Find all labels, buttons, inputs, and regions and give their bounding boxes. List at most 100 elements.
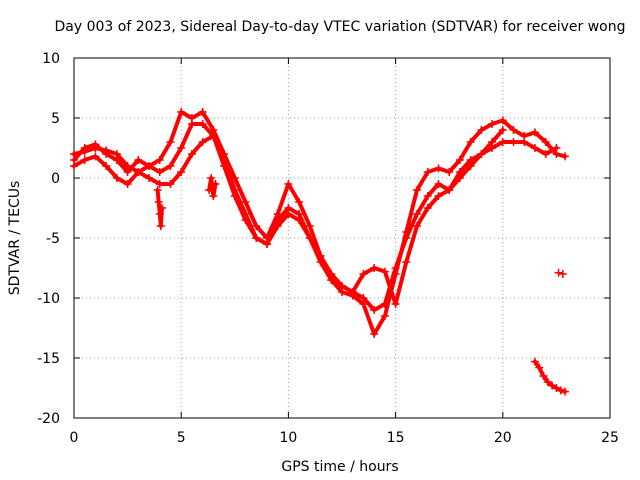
series-line <box>207 176 218 198</box>
data-point <box>423 168 432 176</box>
y-tick-label: -15 <box>37 351 60 367</box>
data-point <box>154 198 163 206</box>
data-point <box>558 270 567 278</box>
series-spike-4h <box>153 186 166 230</box>
data-point <box>552 384 561 392</box>
data-point <box>359 294 368 302</box>
data-point <box>520 138 529 146</box>
data-point <box>166 138 175 146</box>
data-point <box>252 234 261 242</box>
y-tick-label: -20 <box>37 411 60 427</box>
data-point <box>509 138 518 146</box>
data-point <box>177 168 186 176</box>
data-point <box>166 180 175 188</box>
data-point <box>535 363 544 372</box>
data-point <box>155 156 164 164</box>
data-point <box>402 234 411 242</box>
data-point <box>402 258 411 266</box>
data-point <box>380 312 389 320</box>
data-point <box>539 372 548 380</box>
data-point <box>445 168 454 176</box>
data-point <box>477 126 486 134</box>
data-point <box>488 138 497 146</box>
data-point <box>380 300 389 308</box>
y-tick-label: 10 <box>42 51 60 67</box>
y-tick-label: 5 <box>51 111 60 127</box>
data-point <box>541 150 550 158</box>
data-point <box>134 156 143 164</box>
data-point <box>207 174 216 182</box>
data-point <box>295 210 304 218</box>
y-axis-title: SDTVAR / TECUs <box>7 181 23 296</box>
x-tick-label: 5 <box>177 430 186 446</box>
data-point <box>230 186 239 194</box>
x-tick-label: 20 <box>494 430 512 446</box>
series-late-segment <box>530 357 569 396</box>
data-point <box>155 168 164 176</box>
data-point <box>198 138 207 146</box>
data-point <box>70 156 78 164</box>
data-point <box>211 180 220 188</box>
data-point <box>554 268 563 277</box>
data-point <box>273 216 282 224</box>
data-point <box>560 387 569 396</box>
data-point <box>423 192 432 200</box>
data-point <box>187 150 196 158</box>
data-point <box>488 120 497 128</box>
data-point <box>466 138 475 146</box>
data-point <box>455 174 464 182</box>
data-point <box>509 126 518 134</box>
x-tick-label: 0 <box>70 430 79 446</box>
data-point <box>434 180 443 188</box>
data-point <box>155 210 164 218</box>
data-point <box>391 300 400 308</box>
data-point <box>466 162 475 170</box>
data-point <box>112 174 121 182</box>
data-point <box>359 270 368 278</box>
data-point <box>134 168 143 176</box>
data-point <box>370 264 379 272</box>
data-point <box>252 222 261 230</box>
data-point <box>543 378 552 386</box>
y-tick-label: -5 <box>46 231 60 247</box>
data-point <box>91 140 100 149</box>
data-point <box>434 192 443 200</box>
data-point <box>338 282 346 290</box>
data-point <box>477 150 486 158</box>
data-point <box>145 174 154 182</box>
data-point <box>530 128 539 137</box>
data-point <box>305 222 314 230</box>
data-point <box>295 198 304 206</box>
x-axis-title: GPS time / hours <box>281 459 398 475</box>
data-point <box>370 330 379 338</box>
data-point <box>91 152 100 161</box>
data-point <box>530 357 539 366</box>
data-point <box>413 186 422 194</box>
x-tick-label: 25 <box>601 430 619 446</box>
data-point <box>198 108 207 116</box>
data-point <box>80 156 89 164</box>
data-point <box>80 144 89 152</box>
data-point <box>205 186 214 194</box>
data-point <box>327 270 336 278</box>
data-point <box>305 234 314 242</box>
data-point <box>541 138 550 146</box>
data-point <box>530 144 539 152</box>
data-point <box>220 156 229 164</box>
series-track-c <box>70 120 507 308</box>
data-point <box>241 210 250 218</box>
series-late-point <box>554 268 567 278</box>
data-point <box>123 180 132 188</box>
data-point <box>241 198 250 206</box>
data-point <box>348 288 357 296</box>
data-point <box>370 306 379 314</box>
x-tick-label: 10 <box>279 430 297 446</box>
data-point <box>413 210 422 218</box>
data-point <box>548 381 557 390</box>
data-point <box>209 132 218 140</box>
chart-title: Day 003 of 2023, Sidereal Day-to-day VTE… <box>55 19 626 35</box>
data-point <box>423 204 432 212</box>
data-point <box>413 222 422 230</box>
data-point <box>102 150 111 158</box>
